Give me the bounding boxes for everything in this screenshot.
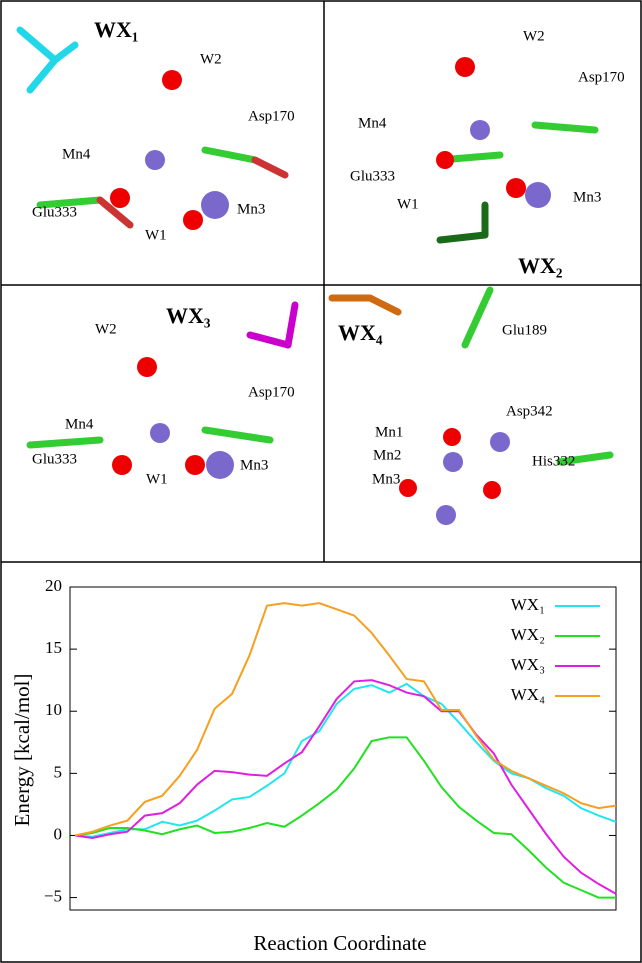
label: Mn3 [237,201,265,217]
y-axis-label: Energy [kcal/mol] [10,674,34,827]
label: Asp170 [248,108,295,124]
label: W1 [397,196,419,212]
series-line [74,679,617,895]
label: W1 [145,227,167,243]
label: WX₄ [338,320,383,345]
label: WX₃ [166,303,211,328]
y-tick-label: −5 [44,886,62,905]
label: Asp170 [248,384,295,400]
label: Asp170 [578,69,625,85]
label: Glu189 [502,322,547,338]
series-line [74,602,617,837]
x-axis-label: Reaction Coordinate [253,931,426,955]
y-tick-label: 15 [45,638,62,657]
label: Mn4 [62,146,91,162]
legend-label: WX₂ [511,625,545,644]
label: Mn2 [373,447,401,463]
label: Glu333 [350,168,395,184]
y-tick-label: 5 [54,762,63,781]
y-tick-label: 0 [54,824,63,843]
label: His332 [532,453,575,469]
molecule-art [16,26,614,525]
label: Glu333 [32,451,77,467]
legend-label: WX₄ [511,685,545,704]
label: Mn4 [358,115,387,131]
label: Mn3 [573,189,601,205]
y-tick-label: 20 [45,576,62,595]
legend-label: WX₁ [511,595,545,614]
label: Mn3 [240,457,268,473]
label: W1 [146,471,168,487]
legend-label: WX₃ [511,655,545,674]
label: W2 [523,28,545,44]
label: Glu333 [32,204,77,220]
label: W2 [200,51,222,67]
label: WX₁ [94,17,138,42]
label: Mn1 [375,424,403,440]
y-tick-label: 10 [45,700,62,719]
label: Mn3 [372,471,400,487]
label: Mn4 [65,416,94,432]
label: Asp342 [506,403,553,419]
label: WX₂ [518,253,563,278]
plot-frame [69,586,617,911]
panel-labels: WX₁ W2 Asp170 Mn4 Glu333 W1 Mn3 W2 Asp17… [32,17,625,487]
series-line [74,736,616,899]
label: W2 [95,321,117,337]
